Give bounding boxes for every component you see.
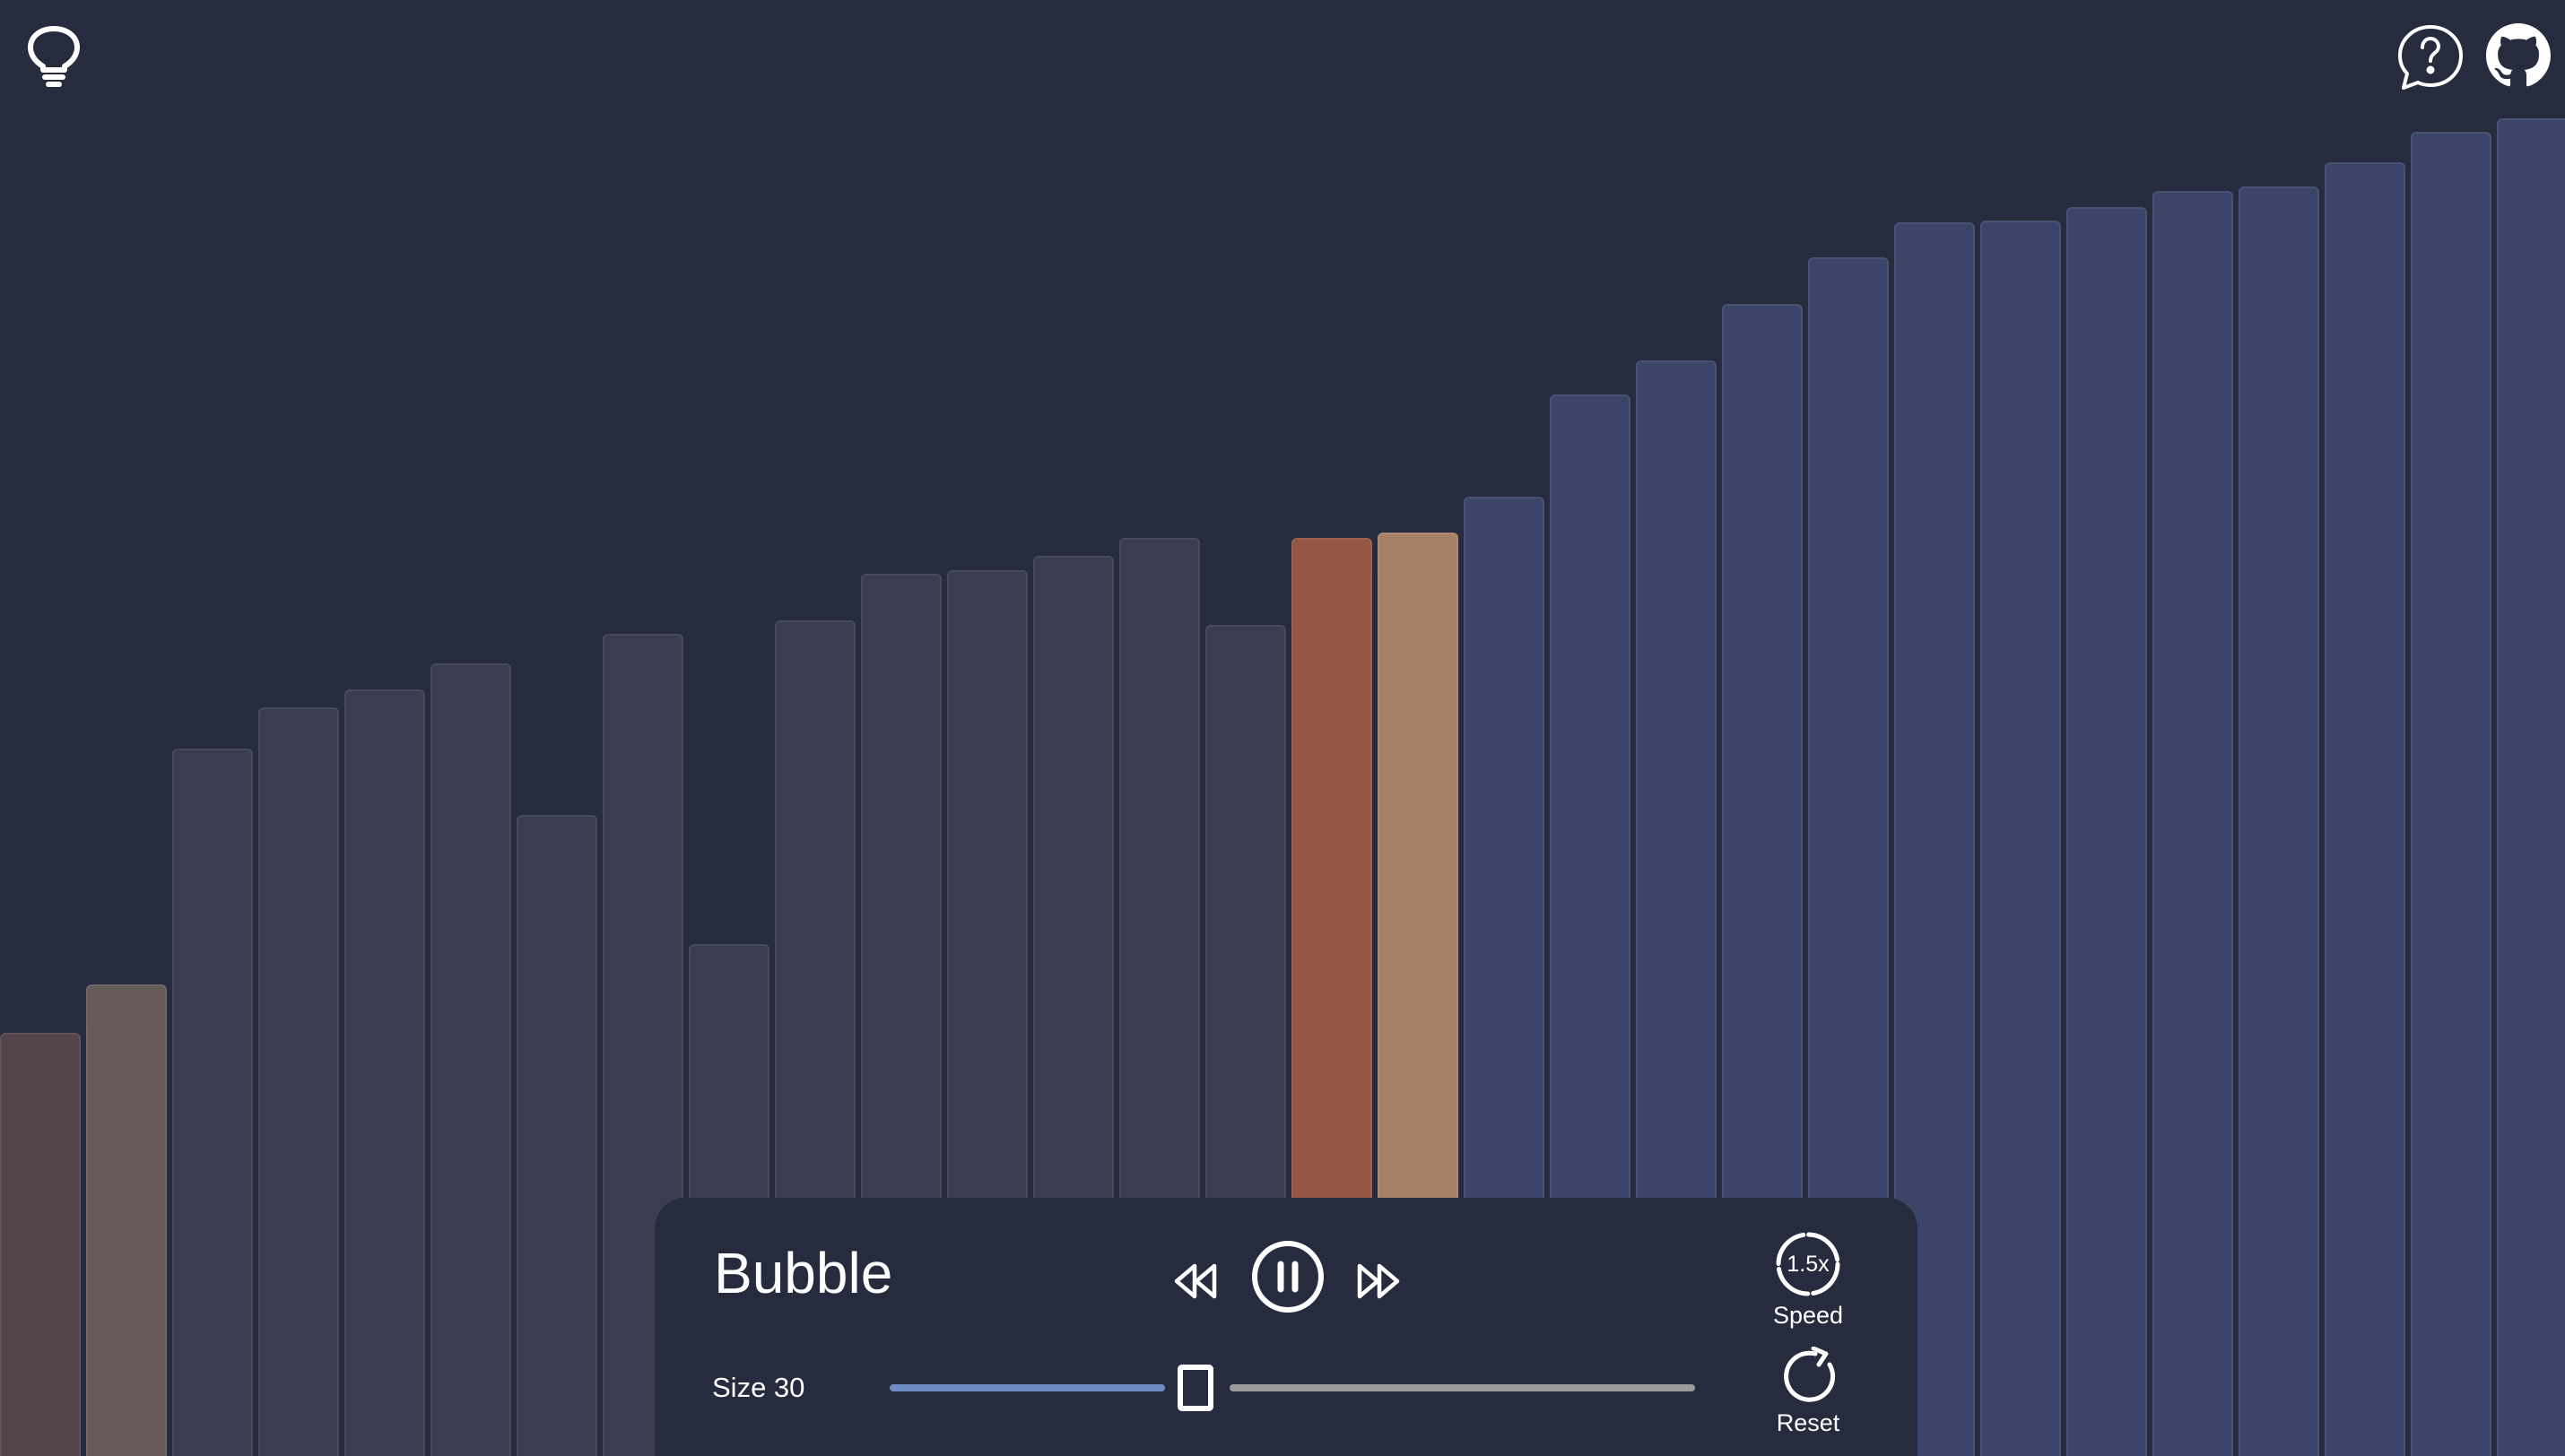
speed-dial-icon xyxy=(1776,1232,1840,1296)
rewind-icon[interactable] xyxy=(1173,1261,1220,1302)
array-bar xyxy=(344,689,425,1456)
array-bar xyxy=(2411,132,2491,1456)
speed-button[interactable]: 1.5x xyxy=(1774,1230,1842,1298)
github-icon[interactable] xyxy=(2486,23,2551,88)
help-bubble-icon[interactable] xyxy=(2396,23,2465,91)
speed-value: 1.5x xyxy=(1787,1252,1830,1277)
array-bar xyxy=(0,1033,81,1456)
array-bar xyxy=(1980,221,2061,1456)
size-slider-thumb[interactable] xyxy=(1178,1365,1214,1411)
array-bar xyxy=(2497,118,2565,1456)
array-bar xyxy=(2066,207,2147,1456)
array-bar xyxy=(430,663,511,1456)
array-bar xyxy=(2239,186,2319,1456)
fast-forward-icon[interactable] xyxy=(1354,1261,1401,1302)
array-bar xyxy=(86,984,167,1456)
reset-icon[interactable] xyxy=(1781,1347,1840,1406)
pause-icon[interactable] xyxy=(1250,1239,1326,1314)
size-slider-track-filled[interactable] xyxy=(890,1384,1166,1391)
array-bar xyxy=(258,707,339,1456)
speed-label: Speed xyxy=(1772,1302,1844,1329)
control-panel: Bubble 1.5x Speed Size 30 xyxy=(655,1198,1917,1456)
lightbulb-icon[interactable] xyxy=(25,25,83,90)
array-bar xyxy=(2325,162,2405,1456)
array-bar xyxy=(172,749,253,1456)
array-bar xyxy=(2152,191,2233,1456)
size-label: Size 30 xyxy=(712,1372,805,1403)
array-bar xyxy=(517,815,597,1456)
algorithm-name[interactable]: Bubble xyxy=(714,1241,893,1305)
size-slider-track[interactable] xyxy=(1230,1384,1695,1391)
reset-label[interactable]: Reset xyxy=(1776,1409,1840,1436)
